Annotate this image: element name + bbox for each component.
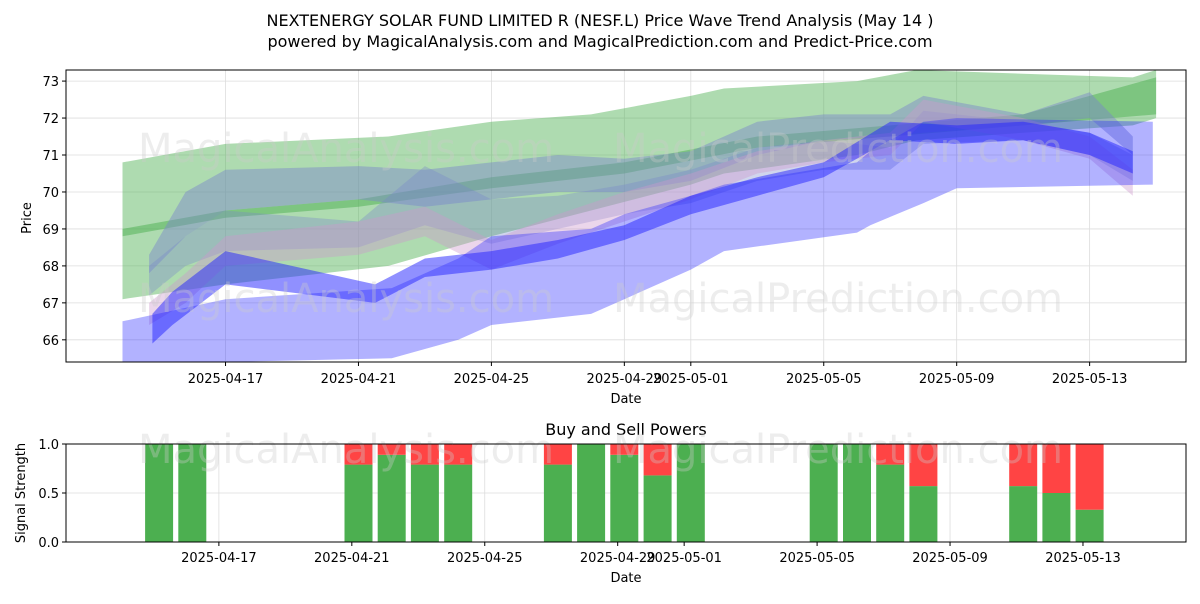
signal-axes-frame <box>65 443 1187 543</box>
sell-bar <box>410 444 439 465</box>
price-wave-band-5 <box>149 99 1133 325</box>
buy-bar <box>178 444 207 542</box>
price-wave-band-6 <box>122 118 1153 362</box>
sell-bar <box>909 444 938 487</box>
price-y-tick-label: 70 <box>42 186 59 201</box>
signal-y-label: Signal Strength <box>14 443 29 543</box>
watermark-prediction-top: MagicalPrediction.com <box>613 126 1063 172</box>
price-wave-band-2 <box>122 77 1157 237</box>
sell-bar <box>1075 444 1104 510</box>
buy-bar <box>577 444 606 542</box>
sell-bar <box>543 444 572 465</box>
price-wave-bands <box>122 70 1157 362</box>
sell-bar <box>1042 444 1071 493</box>
sell-bar <box>344 444 373 465</box>
signal-bars <box>145 444 1104 542</box>
signal-x-tick-label: 2025-04-17 <box>181 551 257 566</box>
main-title-line2: powered by MagicalAnalysis.com and Magic… <box>267 32 932 51</box>
buy-bar <box>909 486 938 542</box>
watermark-analysis-top: MagicalAnalysis.com <box>138 126 554 172</box>
price-wave-band-3 <box>149 92 1133 274</box>
signal-x-tick-label: 2025-05-05 <box>779 551 855 566</box>
price-y-tick-label: 72 <box>42 112 59 127</box>
buy-bar <box>377 454 406 542</box>
price-axes-frame <box>65 69 1187 363</box>
signal-x-label: Date <box>610 571 641 586</box>
watermark-analysis-bottom: MagicalAnalysis.com <box>138 427 554 473</box>
watermark-analysis-mid: MagicalAnalysis.com <box>138 276 554 322</box>
price-x-tick-label: 2025-05-13 <box>1052 372 1128 387</box>
sell-bar <box>610 444 639 455</box>
signal-watermarks: MagicalAnalysis.com MagicalPrediction.co… <box>138 427 1063 473</box>
price-x-tick-label: 2025-04-21 <box>321 372 397 387</box>
price-x-tick-label: 2025-05-01 <box>653 372 729 387</box>
sell-bar <box>377 444 406 455</box>
signal-y-tick-label: 0.0 <box>38 536 59 551</box>
sell-bar <box>643 444 672 476</box>
price-y-tick-label: 69 <box>42 223 59 238</box>
signal-x-tick-label: 2025-04-21 <box>314 551 390 566</box>
price-x-tick-label: 2025-04-17 <box>188 372 264 387</box>
signal-x-tick-label: 2025-04-25 <box>447 551 523 566</box>
price-x-tick-label: 2025-05-09 <box>919 372 995 387</box>
signal-y-ticks: 0.0 0.5 1.0 <box>38 438 66 551</box>
signal-x-ticks: 2025-04-17 2025-04-21 2025-04-25 2025-04-29… <box>181 542 1121 566</box>
signal-x-tick-label: 2025-05-09 <box>912 551 988 566</box>
signal-x-tick-label: 2025-05-01 <box>646 551 722 566</box>
buy-bar <box>1009 486 1038 542</box>
buy-bar <box>676 444 705 542</box>
buy-bar <box>809 444 838 542</box>
price-x-tick-label: 2025-04-29 <box>587 372 663 387</box>
price-wave-band-4 <box>149 110 1133 296</box>
buy-bar <box>876 464 905 542</box>
price-panel: MagicalAnalysis.com MagicalPrediction.co… <box>20 69 1187 407</box>
signal-y-tick-label: 0.5 <box>38 487 59 502</box>
price-x-ticks: 2025-04-17 2025-04-21 2025-04-25 2025-04-29… <box>188 362 1128 387</box>
price-y-label: Price <box>20 202 35 234</box>
main-title-line1: NEXTENERGY SOLAR FUND LIMITED R (NESF.L)… <box>267 11 934 30</box>
price-y-tick-label: 68 <box>42 260 59 275</box>
price-y-tick-label: 73 <box>42 75 59 90</box>
sell-bar <box>1009 444 1038 487</box>
signal-y-tick-label: 1.0 <box>38 438 59 453</box>
watermark-prediction-mid: MagicalPrediction.com <box>613 276 1063 322</box>
price-x-tick-label: 2025-05-05 <box>786 372 862 387</box>
buy-bar <box>1075 509 1104 542</box>
buy-bar <box>843 444 871 542</box>
price-x-tick-label: 2025-04-25 <box>454 372 530 387</box>
signal-x-tick-label: 2025-04-29 <box>580 551 656 566</box>
buy-bar <box>145 444 174 542</box>
buy-bar <box>610 454 639 542</box>
buy-bar <box>1042 493 1071 542</box>
buy-bar <box>410 464 439 542</box>
signal-panel: Buy and Sell Powers MagicalAnalysis.com … <box>14 420 1187 586</box>
price-wave-band-7 <box>152 121 1133 344</box>
sell-bar <box>876 444 905 465</box>
watermark-prediction-bottom: MagicalPrediction.com <box>613 427 1063 473</box>
signal-title: Buy and Sell Powers <box>545 420 707 439</box>
sell-bar <box>444 444 473 465</box>
price-y-tick-label: 66 <box>42 334 59 349</box>
price-y-tick-label: 67 <box>42 297 59 312</box>
price-y-ticks: 66 67 68 69 70 71 72 73 <box>42 75 66 349</box>
buy-bar <box>643 475 672 542</box>
signal-x-tick-label: 2025-05-13 <box>1045 551 1121 566</box>
buy-bar <box>344 464 373 542</box>
buy-bar <box>444 464 473 542</box>
price-x-label: Date <box>610 392 641 407</box>
price-y-tick-label: 71 <box>42 149 59 164</box>
price-watermarks: MagicalAnalysis.com MagicalPrediction.co… <box>138 126 1063 322</box>
buy-bar <box>543 464 572 542</box>
